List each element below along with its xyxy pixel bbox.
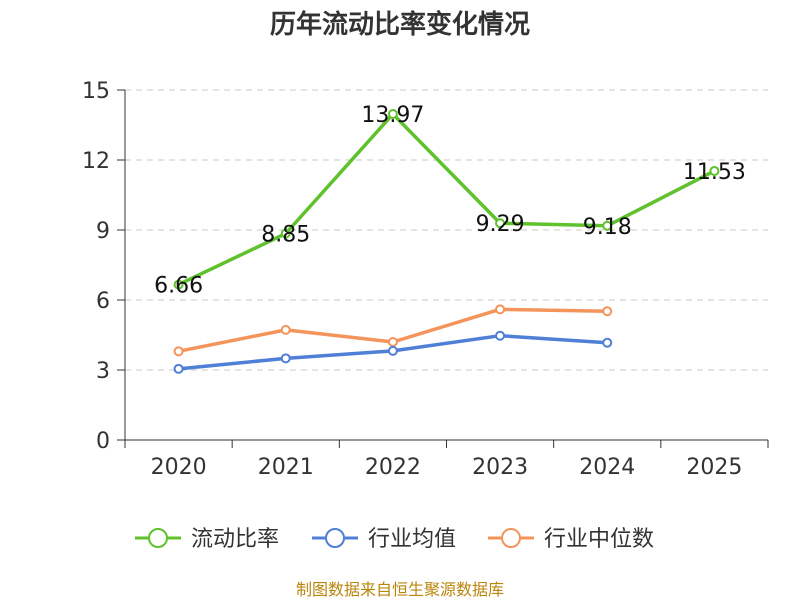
- data-label: 11.53: [683, 160, 746, 185]
- legend-label: 行业均值: [368, 527, 456, 552]
- data-point: [495, 218, 506, 229]
- data-point: [602, 220, 613, 231]
- data-point: [173, 279, 184, 290]
- y-tick-label: 3: [96, 359, 110, 384]
- legend-marker: [325, 528, 345, 548]
- data-label: 8.85: [261, 223, 310, 248]
- y-tick-label: 6: [96, 289, 110, 314]
- data-point: [602, 337, 613, 348]
- data-point: [495, 330, 506, 341]
- legend-label: 流动比率: [191, 527, 279, 552]
- y-tick-label: 9: [96, 219, 110, 244]
- y-tick-label: 0: [96, 429, 110, 454]
- data-label: 9.29: [476, 212, 525, 237]
- legend-item-1[interactable]: 行业均值: [312, 527, 456, 552]
- x-tick-label: 2022: [365, 455, 421, 480]
- y-tick-label: 12: [82, 149, 110, 174]
- data-point: [387, 345, 398, 356]
- legend-marker: [501, 528, 521, 548]
- x-tick-label: 2023: [472, 455, 528, 480]
- data-point: [280, 228, 291, 239]
- data-label: 9.18: [583, 215, 632, 240]
- data-label: 13.97: [361, 103, 424, 128]
- legend-label: 行业中位数: [544, 527, 654, 552]
- x-tick-label: 2021: [258, 455, 314, 480]
- data-point: [387, 109, 398, 120]
- data-point: [173, 363, 184, 374]
- data-point: [280, 324, 291, 335]
- legend-item-2[interactable]: 行业中位数: [488, 527, 654, 552]
- grid: [125, 89, 768, 371]
- data-point: [709, 165, 720, 176]
- chart-title: 历年流动比率变化情况: [270, 9, 530, 40]
- x-tick-label: 2024: [579, 455, 635, 480]
- data-label: 6.66: [154, 274, 203, 299]
- y-tick-label: 15: [82, 79, 110, 104]
- source-note: 制图数据来自恒生聚源数据库: [296, 580, 504, 599]
- data-point: [173, 346, 184, 357]
- data-point: [602, 306, 613, 317]
- x-tick-label: 2020: [151, 455, 207, 480]
- series-line-0: [176, 112, 717, 287]
- axes: 0 3 6 9 12 15 2020 2021 2022 2023 2024 2025: [82, 79, 769, 480]
- data-point: [495, 304, 506, 315]
- data-point: [387, 337, 398, 347]
- series-layer: [173, 109, 720, 374]
- data-point: [280, 353, 291, 364]
- data-labels: 6.66 8.85 13.97 9.29 9.18 11.53: [154, 103, 746, 299]
- legend[interactable]: 流动比率 行业均值 行业中位数: [135, 527, 654, 552]
- x-tick-label: 2025: [686, 455, 742, 480]
- legend-marker: [148, 528, 168, 548]
- legend-item-0[interactable]: 流动比率: [135, 527, 279, 552]
